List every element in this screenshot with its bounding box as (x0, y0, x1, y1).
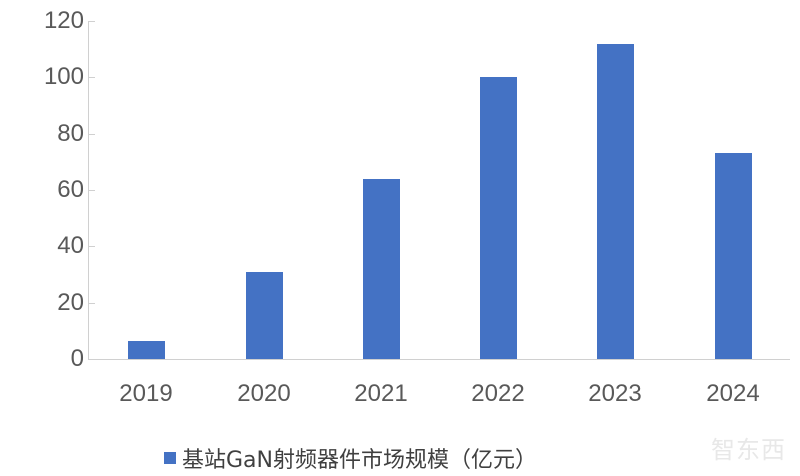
legend-swatch-icon (164, 452, 176, 464)
x-tick-label: 2023 (588, 380, 642, 407)
x-tick-label: 2022 (471, 380, 525, 407)
y-tick-label: 0 (70, 345, 84, 372)
y-tick-label: 20 (57, 288, 84, 316)
y-tick-label: 40 (57, 232, 84, 260)
y-tick-label: 120 (43, 7, 84, 34)
y-tick-label: 100 (43, 63, 84, 91)
y-tick-mark (88, 302, 95, 304)
y-tick-mark (88, 21, 95, 22)
y-tick-mark (88, 246, 95, 248)
x-tick-label: 2019 (119, 380, 173, 407)
y-tick-mark (88, 77, 95, 79)
x-tick-label: 2020 (237, 380, 291, 407)
bar-2023 (596, 43, 634, 359)
legend-label: 基站GaN射频器件市场规模（亿元） (182, 448, 537, 473)
y-tick-mark (88, 133, 95, 135)
bar-2019 (127, 340, 165, 359)
bar-2020 (245, 271, 283, 359)
y-tick-mark (88, 190, 95, 191)
x-tick-label: 2021 (354, 380, 408, 407)
bar-2021 (362, 178, 400, 359)
y-tick-label: 60 (57, 176, 84, 203)
x-tick-label: 2024 (706, 380, 760, 407)
y-tick-label: 80 (57, 119, 84, 147)
bar-2024 (714, 153, 752, 359)
x-axis-line (88, 359, 790, 360)
legend: 基站GaN射频器件市场规模（亿元） (164, 442, 537, 474)
bar-2022 (479, 77, 517, 359)
watermark-logo: 智东西 (711, 436, 786, 464)
y-tick-mark (88, 359, 95, 360)
